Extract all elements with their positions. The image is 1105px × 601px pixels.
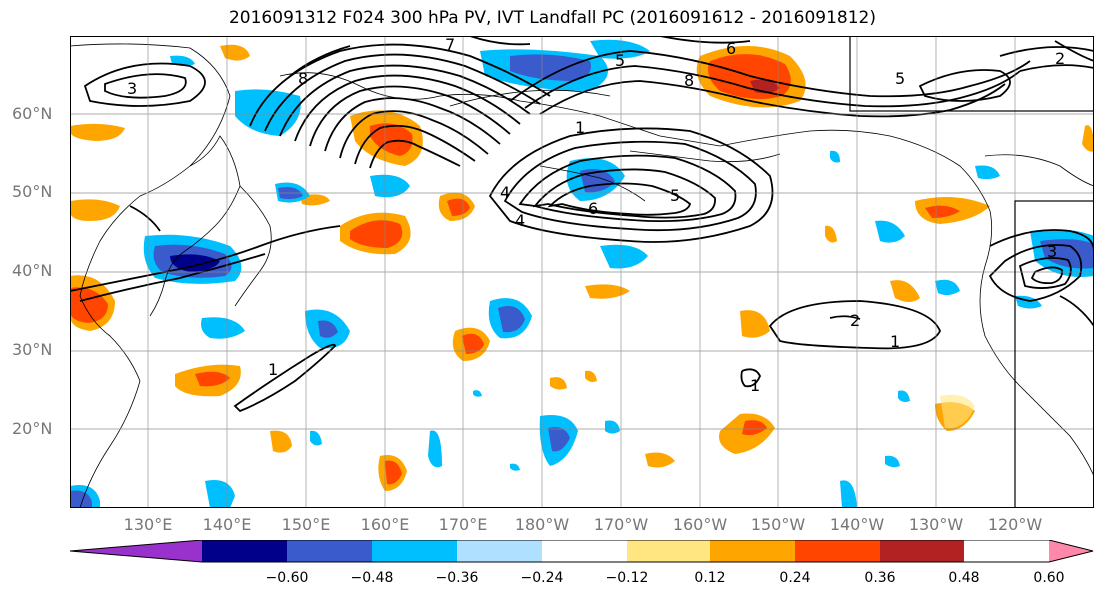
contour-label: 1: [575, 118, 585, 137]
colorbar-segment: [795, 540, 880, 562]
landfall-boxes: [849, 36, 1094, 508]
pv-contours: [70, 36, 1094, 413]
contour-label: 5: [670, 186, 680, 205]
map-panel: 1 1 1 1 2 2 3 3 4 4 5 5 5 6 6 7 8 8: [70, 36, 1094, 508]
colorbar-segment: [710, 540, 795, 562]
colorbar-outline: [70, 540, 1094, 563]
colorbar-tick-label: 0.24: [779, 570, 811, 586]
colorbar-tick-label: 0.60: [1033, 570, 1065, 586]
contour-label: 2: [850, 311, 860, 330]
contour-label: 4: [515, 211, 525, 230]
contour-label-group: 1 1 1 1 2 2 3 3 4 4 5 5 5 6 6 7 8 8: [127, 36, 1065, 395]
contour-label: 3: [1047, 242, 1057, 261]
contour-label: 3: [127, 79, 137, 98]
colorbar-segment: [202, 540, 287, 562]
lon-label: 150°E: [281, 515, 331, 534]
colorbar-segment: [457, 540, 542, 562]
lon-label: 140°E: [202, 515, 252, 534]
colorbar: [70, 540, 1094, 563]
colorbar-tick-label: 0.48: [948, 570, 980, 586]
lat-label: 30°N: [12, 340, 53, 359]
contour-label: 7: [445, 36, 455, 54]
contour-label: 1: [890, 332, 900, 351]
lat-label: 20°N: [12, 419, 53, 438]
contour-label: 1: [750, 376, 760, 395]
lon-label: 160°E: [360, 515, 410, 534]
contour-label: 4: [500, 183, 510, 202]
lon-label: 170°E: [438, 515, 488, 534]
map-title: 2016091312 F024 300 hPa PV, IVT Landfall…: [228, 8, 876, 28]
lon-label: 150°W: [750, 515, 806, 534]
colorbar-tick-label: −0.24: [520, 570, 564, 586]
lon-label: 140°W: [829, 515, 885, 534]
lon-label: 130°W: [908, 515, 964, 534]
lon-label: 120°W: [987, 515, 1043, 534]
contour-label: 6: [726, 39, 736, 58]
contour-label: 5: [895, 69, 905, 88]
contour-label: 1: [268, 360, 278, 379]
shading-layer: [70, 39, 1094, 508]
lat-label: 50°N: [12, 182, 53, 201]
colorbar-segment: [542, 540, 627, 562]
lon-label: 130°E: [123, 515, 173, 534]
colorbar-tick-label: −0.36: [435, 570, 479, 586]
lat-label: 60°N: [12, 104, 53, 123]
colorbar-segment: [627, 540, 710, 562]
lon-label: 180°W: [514, 515, 570, 534]
colorbar-tick-label: 0.36: [864, 570, 896, 586]
gridlines: [70, 36, 1094, 508]
contour-label: 2: [1055, 49, 1065, 68]
contour-label: 8: [298, 69, 308, 88]
colorbar-tick-label: −0.48: [350, 570, 394, 586]
contour-label: 6: [588, 199, 598, 218]
lon-label: 160°W: [672, 515, 728, 534]
contour-label: 5: [615, 51, 625, 70]
colorbar-tick-label: −0.12: [605, 570, 649, 586]
colorbar-segment: [372, 540, 457, 562]
colorbar-segment: [70, 540, 202, 562]
colorbar-segment: [287, 540, 372, 562]
colorbar-segment: [1049, 540, 1094, 562]
lat-label: 40°N: [12, 261, 53, 280]
colorbar-segment: [880, 540, 964, 562]
contour-label: 8: [684, 71, 694, 90]
lon-label: 170°W: [593, 515, 649, 534]
colorbar-tick-label: 0.12: [694, 570, 726, 586]
colorbar-tick-label: −0.60: [265, 570, 309, 586]
